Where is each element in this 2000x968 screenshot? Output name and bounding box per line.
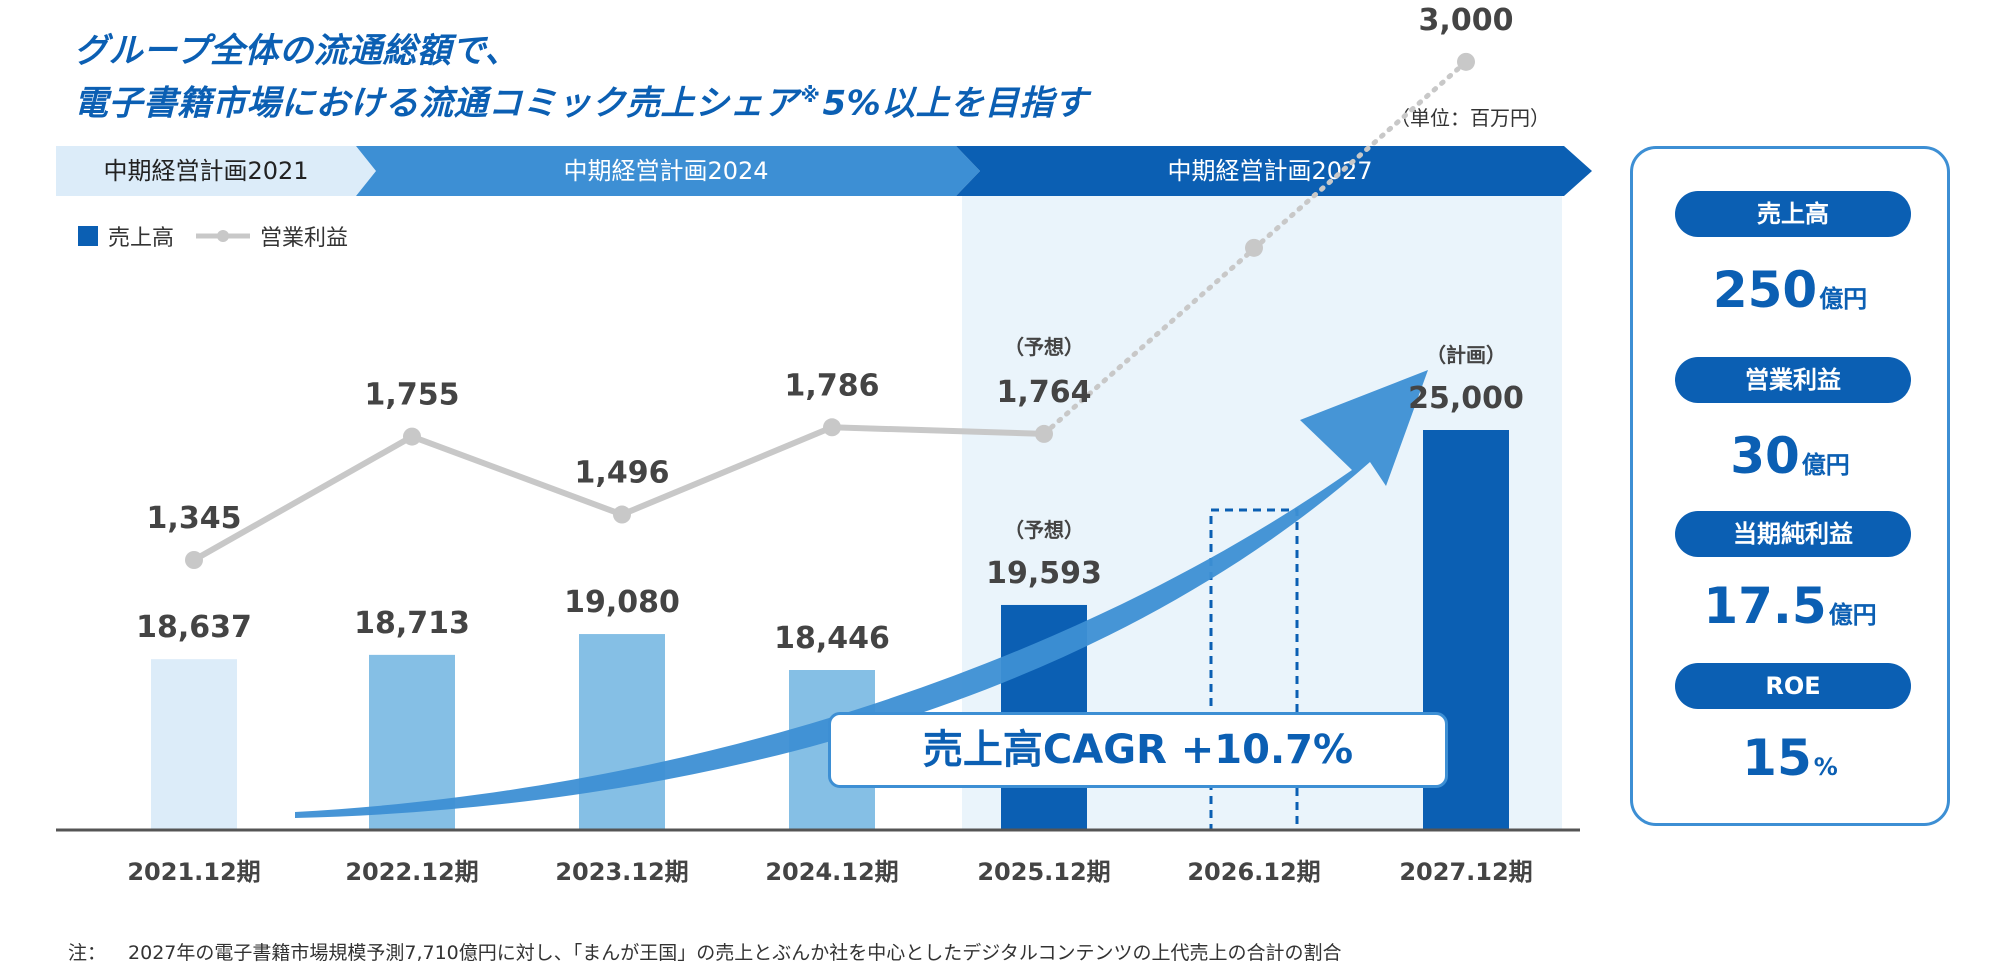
period-label-2024: 中期経営計画2024 (563, 157, 769, 185)
kpi-value-roe: 15% (1633, 729, 1947, 787)
kpi-value-op-income: 30億円 (1633, 427, 1947, 485)
period-band-2024 (356, 146, 980, 196)
kpi-net-income-number: 17.5 (1703, 577, 1827, 635)
kpi-sales-number: 250 (1712, 261, 1818, 319)
kpi-op-income-unit: 億円 (1801, 451, 1850, 479)
x-tick-label: 2021.12期 (127, 858, 260, 886)
legend-bar-label: 売上高 (108, 226, 175, 251)
period-label-2021: 中期経営計画2021 (103, 157, 309, 185)
op-profit-point-2026 (1245, 238, 1263, 257)
note-mark: ※ (800, 83, 821, 107)
x-tick-label: 2026.12期 (1187, 858, 1320, 886)
x-tick-label: 2023.12期 (555, 858, 688, 886)
legend-line-label: 営業利益 (260, 226, 349, 251)
x-tick-label: 2025.12期 (977, 858, 1110, 886)
op-profit-point (613, 505, 631, 524)
footnote: 注： 2027年の電子書籍市場規模予測7,710億円に対し、「まんが王国」の売上と… (68, 938, 1342, 965)
bar-value-label: 18,446 (774, 621, 890, 656)
kpi-sales-unit: 億円 (1819, 285, 1868, 313)
period-label-2027: 中期経営計画2027 (1167, 157, 1373, 185)
bar-value-label: 19,593 (986, 556, 1102, 591)
kpi-roe-number: 15 (1742, 729, 1812, 787)
kpi-panel: 売上高 250億円 営業利益 30億円 当期純利益 17.5億円 ROE 15% (1630, 146, 1950, 826)
x-tick-label: 2027.12期 (1399, 858, 1532, 886)
bar-value-label: 18,713 (354, 606, 470, 641)
op-profit-point (403, 427, 421, 446)
bar-tag-label: （予想） (1004, 518, 1084, 542)
line-value-label: 3,000 (1419, 3, 1514, 38)
period-band-2021 (56, 146, 376, 196)
legend-line-swatch (196, 230, 251, 242)
op-profit-point (1457, 52, 1475, 71)
kpi-label-sales: 売上高 (1675, 191, 1911, 237)
bar-tag-label: （計画） (1426, 343, 1506, 367)
line-value-label: 1,345 (147, 501, 242, 536)
kpi-label-roe: ROE (1675, 663, 1911, 709)
line-value-label: 1,786 (785, 368, 880, 403)
cagr-callout: 売上高CAGR +10.7% (828, 712, 1448, 788)
bar-value-label: 19,080 (564, 585, 680, 620)
op-profit-point (1035, 424, 1053, 443)
op-profit-line-actual (192, 424, 1045, 563)
x-tick-label: 2022.12期 (345, 858, 478, 886)
kpi-value-sales: 250億円 (1633, 261, 1947, 319)
bar-2021.12期 (151, 659, 237, 830)
bar-value-label: 25,000 (1408, 381, 1524, 416)
legend-bar-swatch (78, 226, 98, 246)
kpi-value-net-income: 17.5億円 (1633, 577, 1947, 635)
x-tick-label: 2024.12期 (765, 858, 898, 886)
headline-line2-b: 5%以上を目指す (822, 83, 1089, 124)
kpi-label-net-income: 当期純利益 (1675, 511, 1911, 557)
bar-2023.12期 (579, 634, 665, 830)
line-tag-label: （予想） (1004, 335, 1084, 359)
headline-line1: グループ全体の流通総額で、 (74, 31, 520, 71)
footnote-label: 注： (68, 942, 107, 964)
unit-label: （単位：百万円） (1390, 106, 1550, 130)
legend: 売上高 営業利益 (78, 220, 348, 252)
period-band-2027 (956, 146, 1592, 196)
op-profit-point (823, 418, 841, 437)
headline-line2-a: 電子書籍市場における流通コミック売上シェア (74, 83, 799, 124)
kpi-op-income-number: 30 (1730, 427, 1800, 485)
kpi-roe-unit: % (1813, 753, 1838, 781)
kpi-net-income-unit: 億円 (1828, 601, 1877, 629)
line-value-label: 1,496 (575, 456, 670, 491)
period-bands (56, 146, 1592, 196)
op-profit-point (185, 551, 203, 569)
kpi-label-op-income: 営業利益 (1675, 357, 1911, 403)
headline-line2: 電子書籍市場における流通コミック売上シェア ※5%以上を目指す (74, 74, 1088, 124)
footnote-text: 2027年の電子書籍市場規模予測7,710億円に対し、「まんが王国」の売上とぶん… (128, 942, 1342, 964)
line-value-label: 1,764 (997, 375, 1092, 410)
line-value-label: 1,755 (365, 378, 460, 413)
bar-value-label: 18,637 (136, 610, 252, 645)
